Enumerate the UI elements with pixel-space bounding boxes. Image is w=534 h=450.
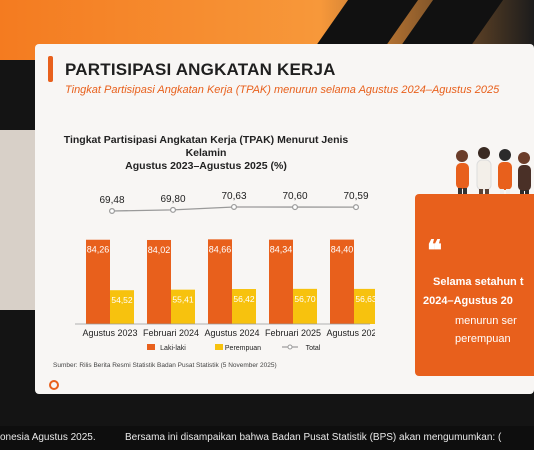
legend-male-label: Laki-laki (160, 345, 186, 352)
legend-male-swatch (147, 344, 155, 350)
chart-title: Tingkat Partisipasi Angkatan Kerja (TPAK… (51, 134, 361, 173)
x-tick-label: Februari 2025 (265, 328, 321, 338)
news-ticker: onesia Agustus 2025. Bersama ini disampa… (0, 426, 534, 450)
quote-mark-icon: ❝ (427, 234, 443, 267)
ticker-right-text: Bersama ini disampaikan bahwa Badan Pusa… (125, 432, 502, 443)
chart-title-line1: Tingkat Partisipasi Angkatan Kerja (TPAK… (63, 134, 349, 159)
legend-total-label: Total (306, 345, 321, 352)
legend-total-marker (287, 344, 293, 350)
x-tick-label: Agustus 2023 (82, 328, 137, 338)
female-data-label: 54,52 (111, 295, 133, 305)
ticker-left-text: onesia Agustus 2025. (0, 432, 96, 443)
total-point (108, 207, 115, 214)
quote-line2: 2024–Agustus 20 (423, 295, 513, 307)
x-tick-label: Februari 2024 (143, 328, 199, 338)
female-bar (232, 289, 256, 324)
male-data-label: 84,40 (331, 245, 354, 255)
male-bar (330, 239, 354, 324)
male-bar (147, 239, 171, 324)
female-bar (110, 290, 134, 324)
presentation-slide: PARTISIPASI ANGKATAN KERJA Tingkat Parti… (35, 44, 534, 394)
x-tick-label: Agustus 2025 (326, 328, 375, 338)
slide-title: PARTISIPASI ANGKATAN KERJA (65, 60, 336, 79)
legend-female-swatch (215, 344, 223, 350)
female-data-label: 56,63 (355, 294, 375, 304)
male-bar (86, 239, 110, 324)
total-data-label: 69,80 (160, 194, 185, 205)
female-bar (171, 289, 195, 324)
x-tick-label: Agustus 2024 (204, 328, 259, 338)
female-bar (354, 288, 375, 324)
total-point (292, 204, 299, 211)
quote-line3: menurun ser (455, 315, 517, 327)
slide-subtitle: Tingkat Partisipasi Angkatan Kerja (TPAK… (65, 84, 500, 96)
total-data-label: 70,60 (282, 191, 307, 202)
female-data-label: 56,42 (233, 294, 255, 304)
tpak-bar-chart: 69,48 69,80 70,63 70,60 70,59 84,26 54,52 Agust… (75, 191, 375, 352)
title-accent-bar (48, 56, 53, 82)
male-data-label: 84,02 (148, 245, 171, 255)
total-data-label: 70,59 (343, 191, 368, 202)
female-bar (293, 288, 317, 324)
male-data-label: 84,34 (270, 245, 293, 255)
quote-line4: perempuan (455, 333, 511, 345)
total-point (353, 204, 360, 211)
quote-box: ❝ Selama setahun t 2024–Agustus 20 menur… (415, 194, 534, 376)
total-point (170, 206, 177, 213)
male-bar (208, 239, 232, 324)
slide-indicator-icon (49, 380, 59, 390)
quote-line1: Selama setahun t (433, 276, 524, 288)
total-data-label: 70,63 (221, 191, 246, 202)
male-data-label: 84,66 (209, 244, 232, 254)
total-data-label: 69,48 (99, 195, 124, 206)
presenter-video-panel (0, 130, 37, 310)
female-data-label: 56,70 (294, 294, 316, 304)
total-point (231, 203, 238, 210)
legend-female-label: Perempuan (225, 345, 261, 352)
female-data-label: 55,41 (172, 295, 194, 305)
male-data-label: 84,26 (87, 245, 110, 255)
male-bar (269, 239, 293, 324)
chart-source: Sumber: Rilis Berita Resmi Statistik Bad… (53, 362, 277, 369)
chart-title-line2: Agustus 2023–Agustus 2025 (%) (125, 160, 287, 172)
